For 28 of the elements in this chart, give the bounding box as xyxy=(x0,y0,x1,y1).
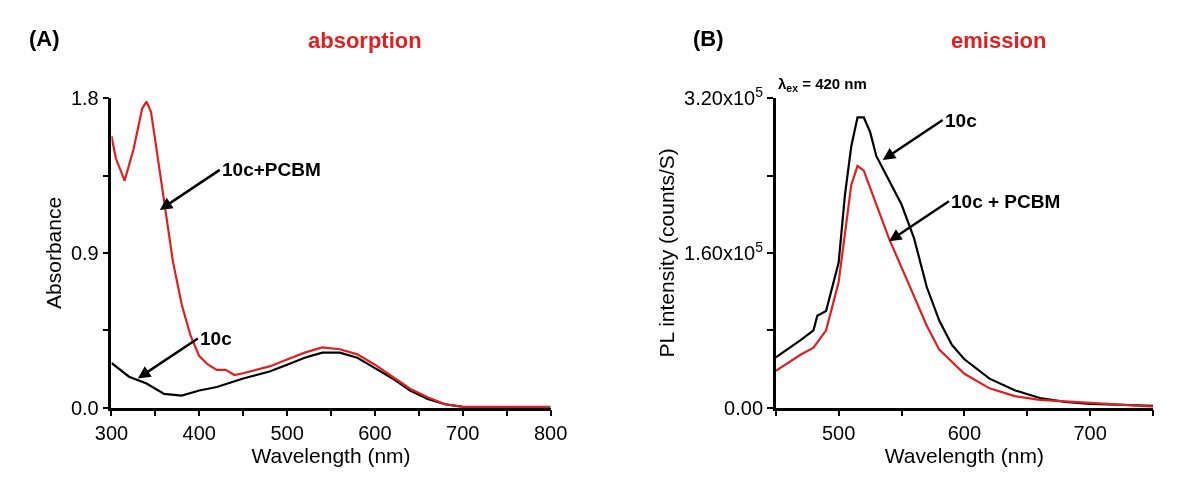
y-tick-label: 0.00 xyxy=(724,396,764,419)
y-tick-label: 1.60x10$^{5}$ xyxy=(684,238,764,264)
annotation: 10c xyxy=(200,328,233,349)
y-tick-label: 1.8 xyxy=(70,87,99,110)
y-axis-title: PL intensity (counts/S) xyxy=(655,148,679,358)
x-tick-label: 700 xyxy=(1073,422,1107,445)
annotation: 10c + PCBM xyxy=(951,191,1061,212)
chart-title: absorption xyxy=(308,28,422,53)
x-tick-label: 500 xyxy=(821,422,856,445)
x-tick-label: 600 xyxy=(947,422,982,445)
x-axis-title: Wavelength (nm) xyxy=(251,444,411,468)
annotation: 10c+PCBM xyxy=(222,159,321,180)
y-axis-title: Absorbance xyxy=(42,196,66,309)
chart-title: emission xyxy=(951,28,1047,53)
x-tick-label: 300 xyxy=(94,422,129,445)
x-tick-label: 500 xyxy=(270,422,304,445)
text: λ$_{ex}$ = 420 nm xyxy=(778,75,867,95)
x-axis-title: Wavelength (nm) xyxy=(884,444,1044,468)
x-tick-label: 700 xyxy=(446,422,480,445)
x-tick-label: 800 xyxy=(533,422,568,445)
text: (A) xyxy=(29,26,60,51)
text: (B) xyxy=(693,26,724,51)
x-tick-label: 400 xyxy=(182,422,216,445)
annotation: 10c xyxy=(945,110,978,131)
y-tick-label: 0.0 xyxy=(70,396,99,419)
x-tick-label: 600 xyxy=(358,422,392,445)
y-tick-label: 3.20x10$^{5}$ xyxy=(684,83,764,110)
y-tick-label: 0.9 xyxy=(70,241,99,264)
